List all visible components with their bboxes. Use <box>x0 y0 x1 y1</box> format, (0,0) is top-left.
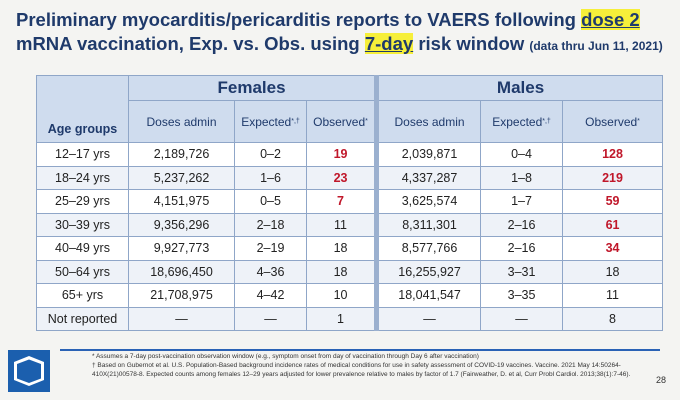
male-doses-cell: 8,311,301 <box>374 212 482 237</box>
table-row: 25–29 yrs 4,151,975 0–5 7 3,625,574 1–7 59 <box>36 189 664 214</box>
table-row: 30–39 yrs 9,356,296 2–18 11 8,311,301 2–16 61 <box>36 212 664 237</box>
male-expected-cell: 0–4 <box>480 142 564 167</box>
title-part2: mRNA vaccination, Exp. vs. Obs. using <box>16 33 365 54</box>
female-expected-cell: 0–5 <box>234 189 307 214</box>
female-doses-cell: 9,356,296 <box>128 212 235 237</box>
table-row: 50–64 yrs 18,696,450 4–36 18 16,255,927 3–31 1… <box>36 259 664 284</box>
female-observed-sup: * <box>365 117 368 125</box>
male-expected-cell: 2–16 <box>480 212 564 237</box>
table-row: 12–17 yrs 2,189,726 0–2 19 2,039,871 0–4 128 <box>36 142 664 167</box>
female-observed-cell: 19 <box>305 142 378 167</box>
male-doses-cell: — <box>374 306 482 331</box>
male-doses-cell: 8,577,766 <box>374 236 482 261</box>
female-expected-cell: 1–6 <box>234 165 307 190</box>
female-expected-cell: 2–18 <box>234 212 307 237</box>
male-expected-cell: 3–35 <box>480 283 564 308</box>
male-observed-cell: 18 <box>562 259 664 284</box>
female-doses-cell: 9,927,773 <box>128 236 235 261</box>
age-cell: 50–64 yrs <box>36 259 129 284</box>
female-observed-header: Observed* <box>305 100 378 143</box>
male-expected-sup: *,† <box>542 117 551 125</box>
male-doses-cell: 3,625,574 <box>374 189 482 214</box>
female-doses-cell: 18,696,450 <box>128 259 235 284</box>
male-expected-label: Expected <box>492 114 543 129</box>
male-observed-cell: 11 <box>562 283 664 308</box>
age-cell: 30–39 yrs <box>36 212 129 237</box>
male-observed-cell: 219 <box>562 165 664 190</box>
females-header: Females <box>127 75 378 101</box>
table-row: 40–49 yrs 9,927,773 2–19 18 8,577,766 2–16 34 <box>36 236 664 261</box>
slide-title: Preliminary myocarditis/pericarditis rep… <box>16 8 666 58</box>
males-header: Males <box>374 75 664 101</box>
female-observed-cell: 23 <box>305 165 378 190</box>
title-note: (data thru Jun 11, 2021) <box>529 39 663 53</box>
female-expected-cell: — <box>234 306 307 331</box>
male-observed-header: Observed* <box>562 100 664 143</box>
female-doses-cell: — <box>128 306 235 331</box>
male-doses-cell: 4,337,287 <box>374 165 482 190</box>
footnote-1: * Assumes a 7-day post-vaccination obser… <box>92 353 479 360</box>
age-groups-header: Age groups <box>36 75 129 143</box>
male-doses-cell: 16,255,927 <box>374 259 482 284</box>
age-cell: 40–49 yrs <box>36 236 129 261</box>
title-part3: risk window <box>413 33 530 54</box>
female-expected-cell: 4–42 <box>234 283 307 308</box>
female-doses-cell: 5,237,262 <box>128 165 235 190</box>
female-doses-header: Doses admin <box>128 100 235 143</box>
footer-divider <box>60 349 660 351</box>
male-observed-label: Observed <box>585 114 638 129</box>
female-doses-cell: 2,189,726 <box>128 142 235 167</box>
female-observed-cell: 18 <box>305 236 378 261</box>
female-observed-cell: 7 <box>305 189 378 214</box>
age-cell: Not reported <box>36 306 129 331</box>
female-expected-cell: 0–2 <box>234 142 307 167</box>
vaers-table-container: Age groups Females Males Doses admin Exp… <box>36 75 664 345</box>
male-observed-cell: 61 <box>562 212 664 237</box>
male-expected-cell: 1–7 <box>480 189 564 214</box>
male-expected-cell: 3–31 <box>480 259 564 284</box>
female-expected-header: Expected*,† <box>234 100 307 143</box>
female-observed-cell: 11 <box>305 212 378 237</box>
table-row: Not reported — —1— —8 <box>36 306 664 331</box>
title-dose-highlight: dose 2 <box>581 9 640 30</box>
table-row: 65+ yrs 21,708,975 4–42 10 18,041,547 3–35 11 <box>36 283 664 308</box>
title-part1: Preliminary myocarditis/pericarditis rep… <box>16 9 582 30</box>
male-doses-cell: 2,039,871 <box>374 142 482 167</box>
female-observed-cell: 10 <box>305 283 378 308</box>
male-expected-cell: 2–16 <box>480 236 564 261</box>
male-expected-cell: — <box>480 306 564 331</box>
female-observed-cell: 18 <box>305 259 378 284</box>
male-doses-cell: 18,041,547 <box>374 283 482 308</box>
male-observed-cell: 59 <box>562 189 664 214</box>
age-cell: 25–29 yrs <box>36 189 129 214</box>
female-doses-cell: 4,151,975 <box>128 189 235 214</box>
male-observed-cell: 8 <box>562 306 664 331</box>
age-cell: 65+ yrs <box>36 283 129 308</box>
female-observed-cell: 1 <box>305 306 378 331</box>
page-number: 28 <box>655 375 666 385</box>
age-cell: 18–24 yrs <box>36 165 129 190</box>
female-expected-cell: 2–19 <box>234 236 307 261</box>
vaers-table: Age groups Females Males Doses admin Exp… <box>36 75 664 331</box>
table-row: 18–24 yrs 5,237,262 1–6 23 4,337,287 1–8 219 <box>36 165 664 190</box>
age-cell: 12–17 yrs <box>36 142 129 167</box>
footnote-2: † Based on Gubernot et al. U.S. Populati… <box>92 362 631 378</box>
cdc-logo-icon <box>8 350 50 392</box>
male-observed-cell: 128 <box>562 142 664 167</box>
footnotes: * Assumes a 7-day post-vaccination obser… <box>92 352 652 379</box>
male-doses-header: Doses admin <box>374 100 482 143</box>
female-observed-label: Observed <box>313 114 366 129</box>
male-expected-cell: 1–8 <box>480 165 564 190</box>
male-observed-sup: * <box>637 117 640 125</box>
female-expected-cell: 4–36 <box>234 259 307 284</box>
male-expected-header: Expected*,† <box>480 100 564 143</box>
female-expected-label: Expected <box>241 114 292 129</box>
table-body: 12–17 yrs 2,189,726 0–2 19 2,039,871 0–4 128 18… <box>36 142 664 331</box>
title-window-highlight: 7-day <box>364 33 414 54</box>
male-observed-cell: 34 <box>562 236 664 261</box>
female-expected-sup: *,† <box>291 117 300 125</box>
female-doses-cell: 21,708,975 <box>128 283 235 308</box>
